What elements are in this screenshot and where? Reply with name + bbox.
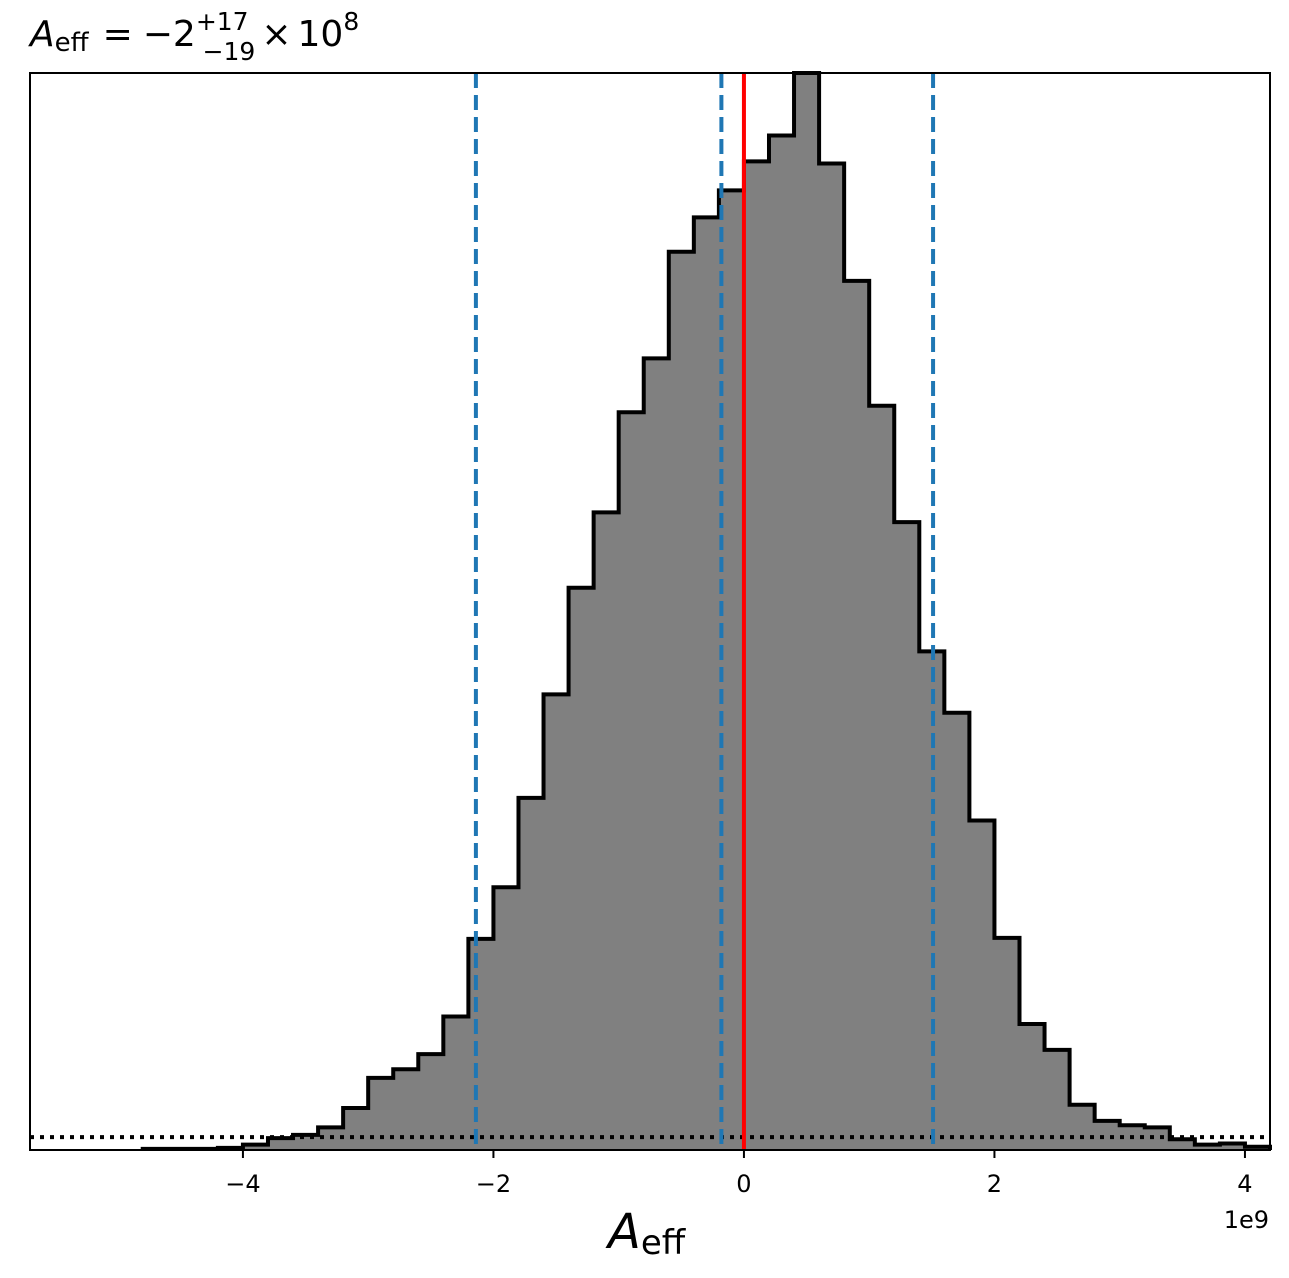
histogram-bar <box>267 1138 294 1150</box>
x-ticks-layer: −4 −2 0 2 4 <box>225 1150 1253 1198</box>
histogram-outline <box>140 71 1272 1151</box>
histogram-bar <box>643 358 670 1150</box>
axes-frame <box>29 72 1271 1151</box>
histogram-bar <box>869 405 895 1151</box>
histogram-bar <box>343 1107 369 1150</box>
reference-lines-layer <box>473 73 936 1150</box>
histogram-bar <box>668 251 695 1151</box>
histogram-bar <box>1169 1139 1196 1150</box>
histogram-bar <box>844 280 870 1151</box>
histogram-bar <box>1194 1144 1221 1150</box>
histogram-bar <box>593 512 620 1150</box>
histogram-bar <box>1019 1023 1046 1150</box>
histogram-bar <box>618 412 645 1150</box>
histogram-bar <box>393 1069 419 1150</box>
histogram-outline-layer <box>140 71 1272 1151</box>
x-tick-label: 2 <box>987 1170 1002 1198</box>
histogram-bar <box>1144 1127 1171 1150</box>
histogram-bar <box>518 797 545 1150</box>
histogram-bar <box>493 887 520 1150</box>
histogram-bar <box>293 1134 319 1150</box>
histogram-bar <box>794 73 820 1150</box>
histogram-bar <box>894 522 920 1150</box>
histogram-bar <box>768 135 795 1150</box>
x-tick-label: −4 <box>225 1170 260 1198</box>
chart-title: Aeff = −2+17 −19 × 108 <box>28 7 359 66</box>
histogram-bar <box>693 217 720 1150</box>
histogram-bar <box>543 694 570 1150</box>
x-tick-label: −2 <box>476 1170 511 1198</box>
histogram-bar <box>969 820 996 1150</box>
histogram-bar <box>1069 1104 1096 1150</box>
histogram-bar <box>242 1144 269 1150</box>
x-tick-label: 4 <box>1237 1170 1252 1198</box>
x-offset-label: 1e9 <box>1224 1206 1269 1234</box>
histogram-fill-layer <box>142 73 1271 1151</box>
histogram-bar <box>1219 1143 1246 1150</box>
histogram-bar <box>418 1054 444 1150</box>
histogram-bar <box>1094 1120 1121 1150</box>
histogram-bar <box>994 937 1021 1150</box>
histogram-bar <box>743 161 770 1151</box>
histogram-bar <box>368 1077 394 1150</box>
histogram-bar <box>819 163 845 1150</box>
histogram-bar <box>944 712 970 1150</box>
histogram-bar <box>443 1016 469 1150</box>
x-tick-label: 0 <box>736 1170 751 1198</box>
histogram-bar <box>568 587 595 1150</box>
histogram-bar <box>1044 1049 1071 1150</box>
x-axis-label: Aeff <box>605 1204 687 1263</box>
histogram-bar <box>468 938 495 1150</box>
